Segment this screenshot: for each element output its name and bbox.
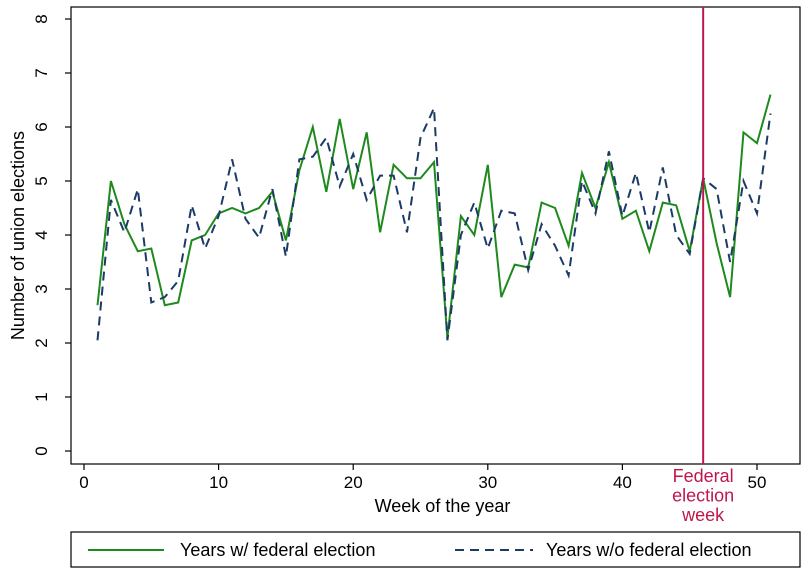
y-tick-label: 7: [32, 68, 51, 77]
y-tick-label: 4: [32, 230, 51, 239]
legend-label-2: Years w/o federal election: [546, 540, 751, 560]
legend: Years w/ federal election Years w/o feder…: [70, 531, 801, 568]
x-tick-label: 30: [478, 473, 497, 492]
y-tick-label: 0: [32, 446, 51, 455]
x-tick-label: 10: [209, 473, 228, 492]
series-line-2: [96, 107, 772, 341]
plot-frame: [70, 6, 801, 465]
series-line-1: [96, 94, 772, 338]
y-axis-title: Number of union elections: [8, 131, 28, 340]
x-axis-title: Week of the year: [375, 496, 511, 516]
plot-area: [96, 94, 772, 341]
annotation-label: week: [681, 505, 725, 525]
x-tick-label: 40: [613, 473, 632, 492]
x-tick-label: 20: [344, 473, 363, 492]
legend-label-1: Years w/ federal election: [180, 540, 375, 560]
y-tick-label: 2: [32, 338, 51, 347]
legend-box: [70, 531, 801, 568]
y-tick-label: 1: [32, 392, 51, 401]
x-tick-label: 50: [748, 473, 767, 492]
y-tick-label: 6: [32, 122, 51, 131]
y-tick-label: 8: [32, 14, 51, 23]
annotation-label: Federal: [673, 466, 734, 486]
x-tick-label: 0: [79, 473, 88, 492]
axes: 0 10 20 30 40 50 0 1 2 3 4 5 6 7 8 Week of the year Numb…: [8, 6, 801, 516]
y-tick-label: 3: [32, 284, 51, 293]
y-tick-label: 5: [32, 176, 51, 185]
annotation-label: election: [672, 486, 734, 506]
